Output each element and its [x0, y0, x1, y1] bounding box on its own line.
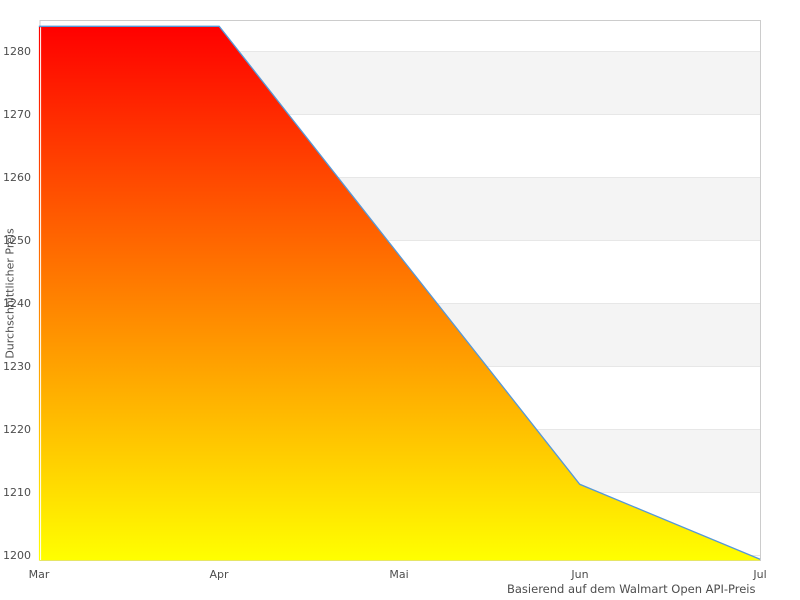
x-axis-caption: Basierend auf dem Walmart Open API-Preis: [506, 582, 755, 596]
y-tick-label-1270: 1270: [3, 107, 31, 121]
price-line: [38, 25, 761, 560]
y-tick-label-1280: 1280: [3, 44, 31, 58]
x-tick-label-Mar: Mar: [28, 567, 50, 581]
y-tick-label-1240: 1240: [3, 296, 31, 310]
y-axis-title: Durchschnittlicher Preis: [3, 227, 16, 359]
area-fill: [38, 26, 760, 561]
x-tick-label-Jun: Jun: [571, 567, 589, 581]
x-tick-label-Jul: Jul: [753, 567, 767, 581]
y-tick-label-1220: 1220: [3, 422, 31, 436]
x-tick-label-Apr: Apr: [209, 567, 229, 581]
y-tick-label-1250: 1250: [3, 233, 31, 247]
y-tick-label-1230: 1230: [3, 359, 31, 373]
y-tick-label-1260: 1260: [3, 170, 31, 184]
x-tick-label-Mai: Mai: [389, 567, 410, 581]
y-tick-label-1200: 1200: [3, 548, 31, 562]
y-tick-label-1210: 1210: [3, 485, 31, 499]
